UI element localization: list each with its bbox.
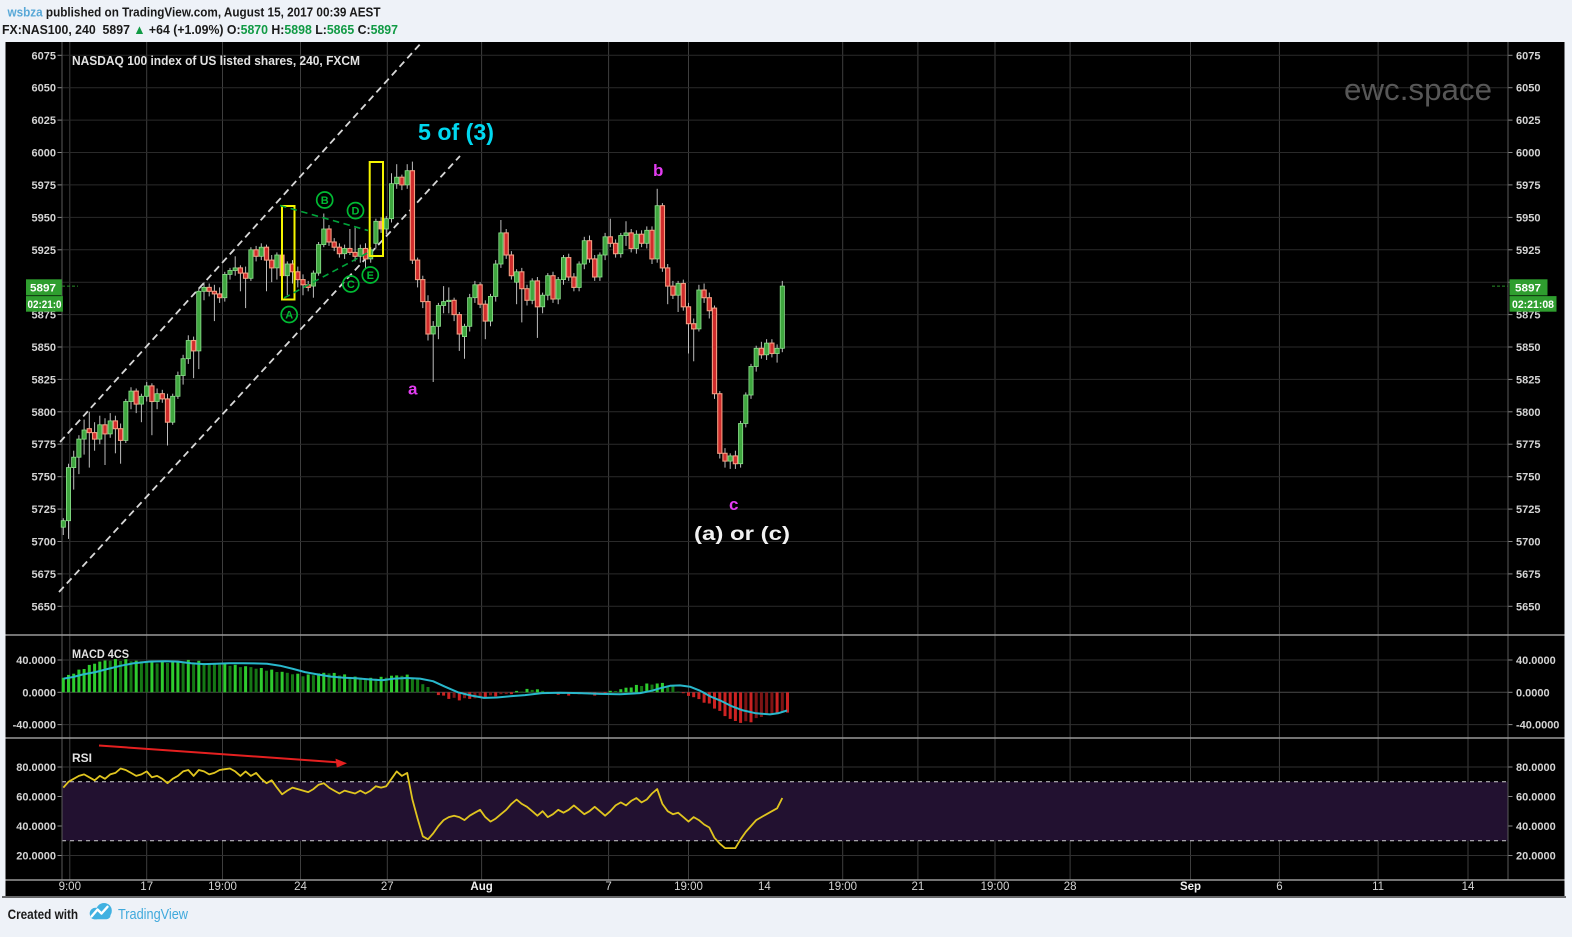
svg-text:5975: 5975: [1516, 180, 1540, 192]
svg-text:B: B: [321, 195, 329, 207]
svg-text:5800: 5800: [1516, 407, 1540, 419]
svg-text:5825: 5825: [1516, 374, 1540, 386]
svg-text:6000: 6000: [32, 148, 56, 160]
svg-text:RSI: RSI: [72, 751, 92, 765]
svg-text:20.0000: 20.0000: [16, 851, 56, 863]
svg-text:80.0000: 80.0000: [1516, 762, 1556, 774]
svg-text:5725: 5725: [32, 504, 56, 516]
svg-text:A: A: [285, 310, 293, 322]
svg-text:80.0000: 80.0000: [16, 762, 56, 774]
svg-text:14: 14: [758, 881, 771, 893]
svg-text:6075: 6075: [32, 50, 56, 62]
svg-text:5775: 5775: [1516, 439, 1540, 451]
svg-text:40.0000: 40.0000: [16, 821, 56, 833]
svg-text:5775: 5775: [32, 439, 56, 451]
svg-text:5875: 5875: [32, 310, 56, 322]
svg-text:6025: 6025: [32, 115, 56, 127]
svg-text:5875: 5875: [1516, 310, 1540, 322]
svg-text:5925: 5925: [1516, 245, 1540, 257]
svg-text:MACD 4CS: MACD 4CS: [72, 647, 129, 661]
svg-text:5700: 5700: [32, 537, 56, 549]
svg-text:wsbza published on TradingView: wsbza published on TradingView.com, Augu…: [7, 5, 381, 20]
svg-text:5 of (3): 5 of (3): [418, 119, 494, 145]
svg-text:NASDAQ 100 index of US listed: NASDAQ 100 index of US listed shares, 24…: [72, 53, 360, 68]
svg-text:5750: 5750: [1516, 472, 1540, 484]
svg-text:02:21:0: 02:21:0: [28, 299, 62, 311]
svg-text:40.0000: 40.0000: [1516, 655, 1556, 667]
svg-text:7: 7: [605, 881, 611, 893]
svg-text:24: 24: [294, 881, 307, 893]
svg-text:D: D: [352, 206, 360, 218]
svg-text:5800: 5800: [32, 407, 56, 419]
svg-text:5950: 5950: [1516, 212, 1540, 224]
svg-text:5650: 5650: [1516, 601, 1540, 613]
svg-text:6: 6: [1276, 881, 1282, 893]
svg-text:5975: 5975: [32, 180, 56, 192]
svg-text:5725: 5725: [1516, 504, 1540, 516]
svg-text:20.0000: 20.0000: [1516, 851, 1556, 863]
svg-text:14: 14: [1462, 881, 1475, 893]
svg-text:17: 17: [140, 881, 153, 893]
svg-text:28: 28: [1064, 881, 1077, 893]
svg-text:5750: 5750: [32, 472, 56, 484]
svg-text:Created with: Created with: [8, 906, 79, 922]
svg-text:5650: 5650: [32, 601, 56, 613]
svg-text:Sep: Sep: [1180, 881, 1201, 893]
svg-text:TradingView: TradingView: [118, 907, 188, 923]
svg-text:6050: 6050: [32, 83, 56, 95]
svg-text:5897: 5897: [30, 283, 56, 295]
svg-text:a: a: [408, 380, 418, 399]
svg-text:C: C: [347, 279, 355, 291]
svg-text:5675: 5675: [32, 569, 56, 581]
svg-text:40.0000: 40.0000: [16, 655, 56, 667]
svg-text:27: 27: [381, 881, 394, 893]
svg-text:02:21:08: 02:21:08: [1512, 299, 1554, 311]
svg-text:-40.0000: -40.0000: [1516, 720, 1559, 732]
svg-text:5950: 5950: [32, 212, 56, 224]
svg-text:6075: 6075: [1516, 50, 1540, 62]
svg-text:21: 21: [912, 881, 925, 893]
svg-text:6000: 6000: [1516, 148, 1540, 160]
svg-text:5825: 5825: [32, 374, 56, 386]
svg-text:5850: 5850: [32, 342, 56, 354]
svg-text:19:00: 19:00: [828, 881, 857, 893]
svg-text:19:00: 19:00: [674, 881, 703, 893]
svg-text:5925: 5925: [32, 245, 56, 257]
svg-text:5675: 5675: [1516, 569, 1540, 581]
svg-text:19:00: 19:00: [208, 881, 237, 893]
svg-text:c: c: [729, 495, 738, 514]
svg-text:11: 11: [1372, 881, 1384, 893]
svg-text:6050: 6050: [1516, 83, 1540, 95]
svg-text:19:00: 19:00: [981, 881, 1010, 893]
svg-text:6025: 6025: [1516, 115, 1540, 127]
svg-text:0.0000: 0.0000: [1516, 687, 1550, 699]
svg-text:5850: 5850: [1516, 342, 1540, 354]
svg-text:(a) or (c): (a) or (c): [694, 523, 790, 545]
svg-text:b: b: [653, 161, 663, 180]
svg-text:-40.0000: -40.0000: [13, 720, 56, 732]
svg-text:5700: 5700: [1516, 537, 1540, 549]
svg-text:FX:NAS100, 240 5897 ▲ +64 (+1: FX:NAS100, 240 5897 ▲ +64 (+1.09%) O:587…: [2, 22, 398, 37]
svg-text:60.0000: 60.0000: [16, 792, 56, 804]
svg-text:9:00: 9:00: [59, 881, 81, 893]
svg-text:40.0000: 40.0000: [1516, 821, 1556, 833]
svg-text:ewc.space: ewc.space: [1344, 72, 1492, 107]
svg-text:60.0000: 60.0000: [1516, 792, 1556, 804]
svg-text:5897: 5897: [1515, 283, 1541, 295]
svg-text:E: E: [367, 270, 374, 282]
svg-text:0.0000: 0.0000: [22, 687, 56, 699]
svg-text:Aug: Aug: [470, 881, 492, 893]
